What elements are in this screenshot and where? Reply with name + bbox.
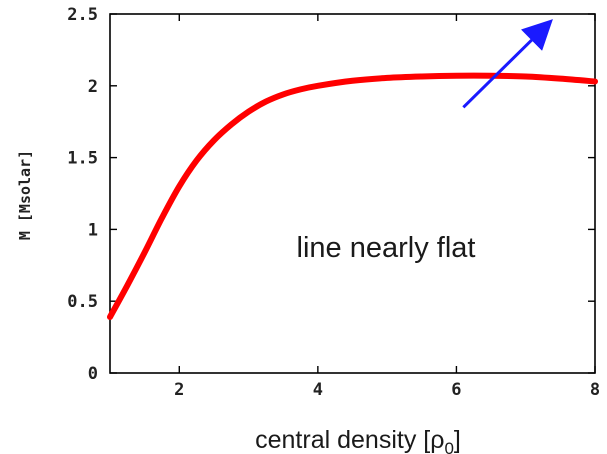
y-tick-label: 0 (88, 364, 98, 384)
plot-border (109, 13, 596, 374)
y-tick-label: 1.5 (67, 149, 98, 169)
x-tick-label: 4 (313, 380, 323, 400)
y-tick-label: 1 (88, 220, 98, 240)
x-tick-label: 8 (590, 380, 600, 400)
y-axis-label: M [Msolar] (16, 150, 34, 240)
series-line (107, 72, 598, 320)
x-tick-label: 2 (174, 380, 184, 400)
y-ticks: 0 0.5 1 1.5 2 2.5 (67, 5, 595, 384)
y-tick-label: 2 (88, 77, 98, 97)
x-axis-label-end: ] (454, 426, 461, 454)
x-tick-label: 6 (451, 380, 461, 400)
plot-frame (109, 13, 596, 374)
y-tick-label: 0.5 (67, 292, 98, 312)
annotation-group: line nearly flat (297, 19, 553, 264)
x-axis-label-main: central density [ρ (255, 426, 444, 454)
annotation-text: line nearly flat (297, 232, 476, 264)
series-group (107, 72, 598, 320)
y-tick-label: 2.5 (67, 5, 98, 25)
x-axis-label: central density [ρ0] (255, 426, 461, 454)
x-ticks: 2 4 6 8 (174, 14, 600, 400)
annotation-arrow (462, 19, 553, 109)
x-axis-label-subscript: 0 (444, 439, 453, 454)
